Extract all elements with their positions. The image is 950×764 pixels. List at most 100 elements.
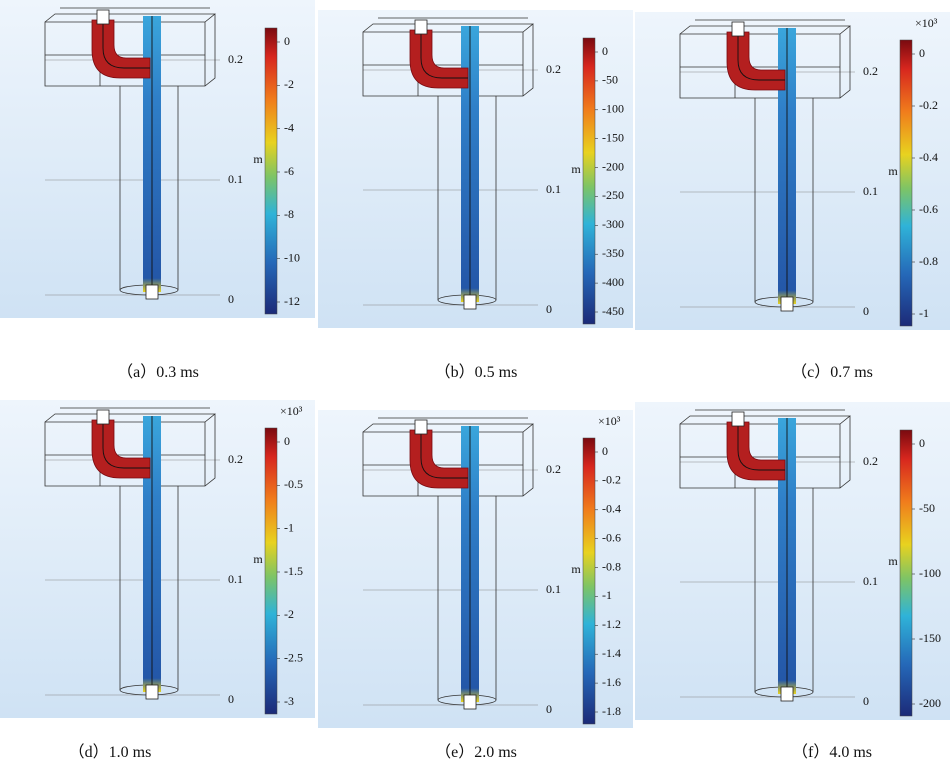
valve-bottom (145, 284, 159, 300)
colorbar-label: -12 (284, 294, 300, 308)
simulation-panel: 0.2 0.1 0 m 0 -2 -4 -6 -8 -10 -12 (0, 0, 315, 318)
caption: （a）0.3 ms (117, 364, 199, 381)
colorbar (582, 437, 596, 725)
elbow-axis (102, 20, 150, 69)
axis-label: 0.2 (228, 52, 243, 66)
cylinder-outline (754, 488, 814, 692)
elbow (409, 429, 469, 489)
axis-label: 0.1 (863, 184, 878, 198)
simulation-panel: 0.2 0.1 0 m 0 -50 -100 -150 -200 -250 -300 -350 -400… (318, 10, 633, 328)
valve-top (731, 411, 745, 427)
colorbar-label: -4 (284, 120, 294, 134)
elbow (726, 31, 786, 91)
colorbar-label: -400 (602, 275, 624, 289)
axis-label: 0 (546, 702, 552, 716)
colorbar-label: -50 (919, 501, 935, 515)
axis-label: 0.2 (863, 64, 878, 78)
valve-bottom (780, 686, 794, 702)
axis-unit: m (253, 552, 263, 566)
elbow-axis (737, 422, 785, 471)
colorbar (264, 427, 278, 715)
colorbar-label: -150 (919, 631, 941, 645)
elbow-axis (420, 30, 468, 79)
colorbar-label: -1 (284, 520, 294, 534)
colorbar-label: -350 (602, 246, 624, 260)
colorbar-label: -0.8 (919, 254, 938, 268)
colorbar-label: -0.6 (602, 530, 621, 544)
colorbar-label: -50 (602, 73, 618, 87)
colorbar (582, 37, 596, 325)
axis-label: 0.1 (228, 172, 243, 186)
colorbar-label: -300 (602, 217, 624, 231)
colorbar (899, 429, 913, 717)
colorbar-label: -0.8 (602, 559, 621, 573)
cylinder-outline (119, 486, 179, 690)
axis-label: 0 (228, 292, 234, 306)
colorbar-label: -2.5 (284, 650, 303, 664)
colorbar-label: -100 (919, 566, 941, 580)
simulation-panel: 0.2 0.1 0 m 0 -50 -100 -150 -200 (635, 402, 950, 720)
cylinder-outline (754, 98, 814, 302)
colorbar-label: -2 (284, 607, 294, 621)
elbow-axis (737, 32, 785, 81)
axis-label: 0 (228, 692, 234, 706)
valve-top (414, 19, 428, 35)
colorbar-label: -150 (602, 130, 624, 144)
colorbar-label: -1.5 (284, 564, 303, 578)
axis-label: 0.2 (546, 462, 561, 476)
elbow (726, 421, 786, 481)
cylinder-outline (437, 496, 497, 700)
elbow (409, 29, 469, 89)
colorbar-label: -100 (602, 102, 624, 116)
colorbar-label: -1.4 (602, 646, 621, 660)
colorbar-label: 0 (919, 436, 925, 450)
valve-top (96, 9, 110, 25)
valve-top (414, 419, 428, 435)
colorbar-label: -250 (602, 188, 624, 202)
caption: （c）0.7 ms (791, 364, 873, 381)
axis-unit: m (571, 562, 581, 576)
colorbar-label: 0 (919, 46, 925, 60)
colorbar-label: -0.4 (602, 502, 621, 516)
colorbar-multiplier: ×10³ (915, 16, 938, 30)
colorbar-label: 0 (602, 444, 608, 458)
elbow (91, 419, 151, 479)
colorbar-label: -1.2 (602, 617, 621, 631)
simulation-panel: 0.2 0.1 0 m ×10³ 0 -0.5 -1 -1.5 -2 -2.5 -3 (0, 400, 315, 718)
axis-label: 0.2 (546, 62, 561, 76)
valve-bottom (463, 294, 477, 310)
colorbar-label: -0.2 (602, 473, 621, 487)
colorbar-label: -1.6 (602, 675, 621, 689)
colorbar-multiplier: ×10³ (280, 404, 303, 418)
elbow (91, 19, 151, 79)
colorbar-label: -8 (284, 207, 294, 221)
axis-label: 0.2 (863, 454, 878, 468)
colorbar-label: -1.8 (602, 704, 621, 718)
colorbar (264, 27, 278, 315)
colorbar-label: -2 (284, 77, 294, 91)
colorbar-label: -0.5 (284, 477, 303, 491)
caption: （b）0.5 ms (434, 364, 518, 381)
axis-label: 0.1 (546, 582, 561, 596)
axis-unit: m (253, 152, 263, 166)
colorbar-label: -0.4 (919, 150, 938, 164)
axis-label: 0 (546, 302, 552, 316)
colorbar-label: 0 (602, 44, 608, 58)
colorbar-label: -0.6 (919, 202, 938, 216)
valve-bottom (463, 694, 477, 710)
caption: （d）1.0 ms (68, 744, 152, 761)
colorbar-label: -3 (284, 694, 294, 708)
caption: （f）4.0 ms (791, 744, 873, 761)
elbow-axis (420, 430, 468, 479)
colorbar-label: -200 (602, 159, 624, 173)
axis-label: 0.1 (228, 572, 243, 586)
axis-label: 0 (863, 304, 869, 318)
valve-top (96, 409, 110, 425)
colorbar-label: 0 (284, 434, 290, 448)
colorbar-multiplier: ×10³ (598, 414, 621, 428)
valve-top (731, 21, 745, 37)
colorbar-label: -6 (284, 164, 294, 178)
colorbar-label: -200 (919, 696, 941, 710)
simulation-panel: 0.2 0.1 0 m ×10³ 0 -0.2 -0.4 -0.6 -0.8 -1 (635, 12, 950, 330)
